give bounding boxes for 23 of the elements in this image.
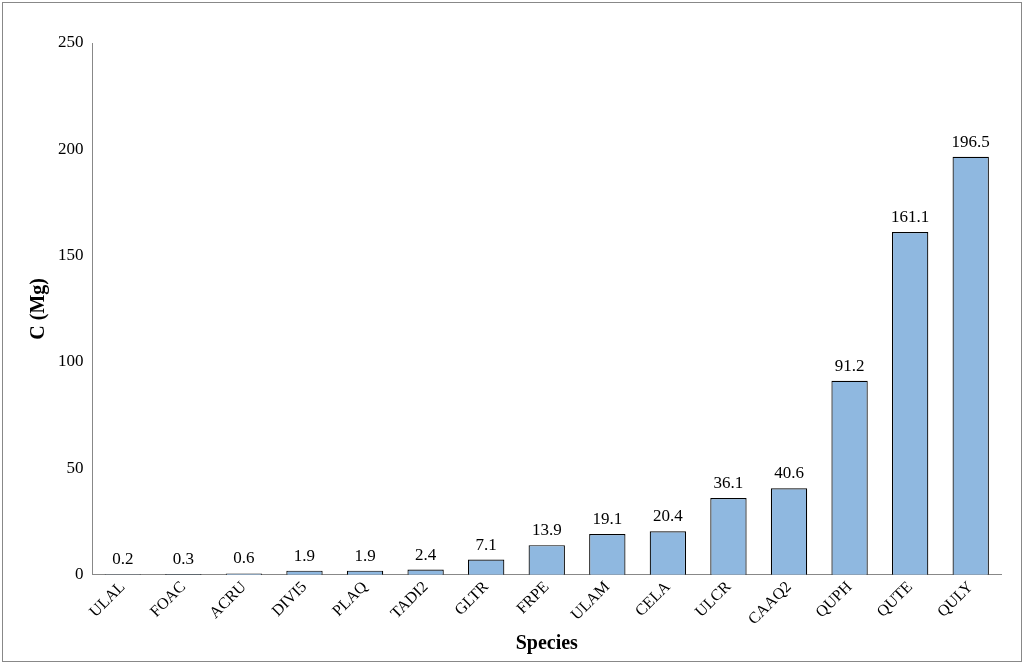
y-tick-label: 200 xyxy=(58,138,84,158)
data-label: 20.4 xyxy=(653,506,684,526)
y-tick-label: 100 xyxy=(58,351,84,371)
data-label: 1.9 xyxy=(354,545,376,565)
data-label: 7.1 xyxy=(475,534,497,554)
data-label: 0.3 xyxy=(172,549,194,569)
data-label: 36.1 xyxy=(713,472,744,492)
x-axis-title: Species xyxy=(515,631,579,655)
data-label: 1.9 xyxy=(293,545,316,565)
y-tick-label: 50 xyxy=(66,457,84,477)
y-tick-label: 0 xyxy=(75,564,84,584)
y-axis-title: C (Mg) xyxy=(26,278,50,340)
y-tick-label: 150 xyxy=(58,245,84,265)
data-label: 40.6 xyxy=(774,463,804,483)
data-label: 0.6 xyxy=(233,548,255,568)
data-label: 13.9 xyxy=(531,520,562,540)
data-label: 19.1 xyxy=(592,509,623,529)
y-tick-label: 250 xyxy=(58,32,84,52)
data-label: 2.4 xyxy=(414,544,437,564)
data-label: 0.2 xyxy=(112,549,134,569)
data-label: 91.2 xyxy=(834,355,865,375)
data-label: 196.5 xyxy=(951,131,990,151)
data-label: 161.1 xyxy=(891,207,930,227)
